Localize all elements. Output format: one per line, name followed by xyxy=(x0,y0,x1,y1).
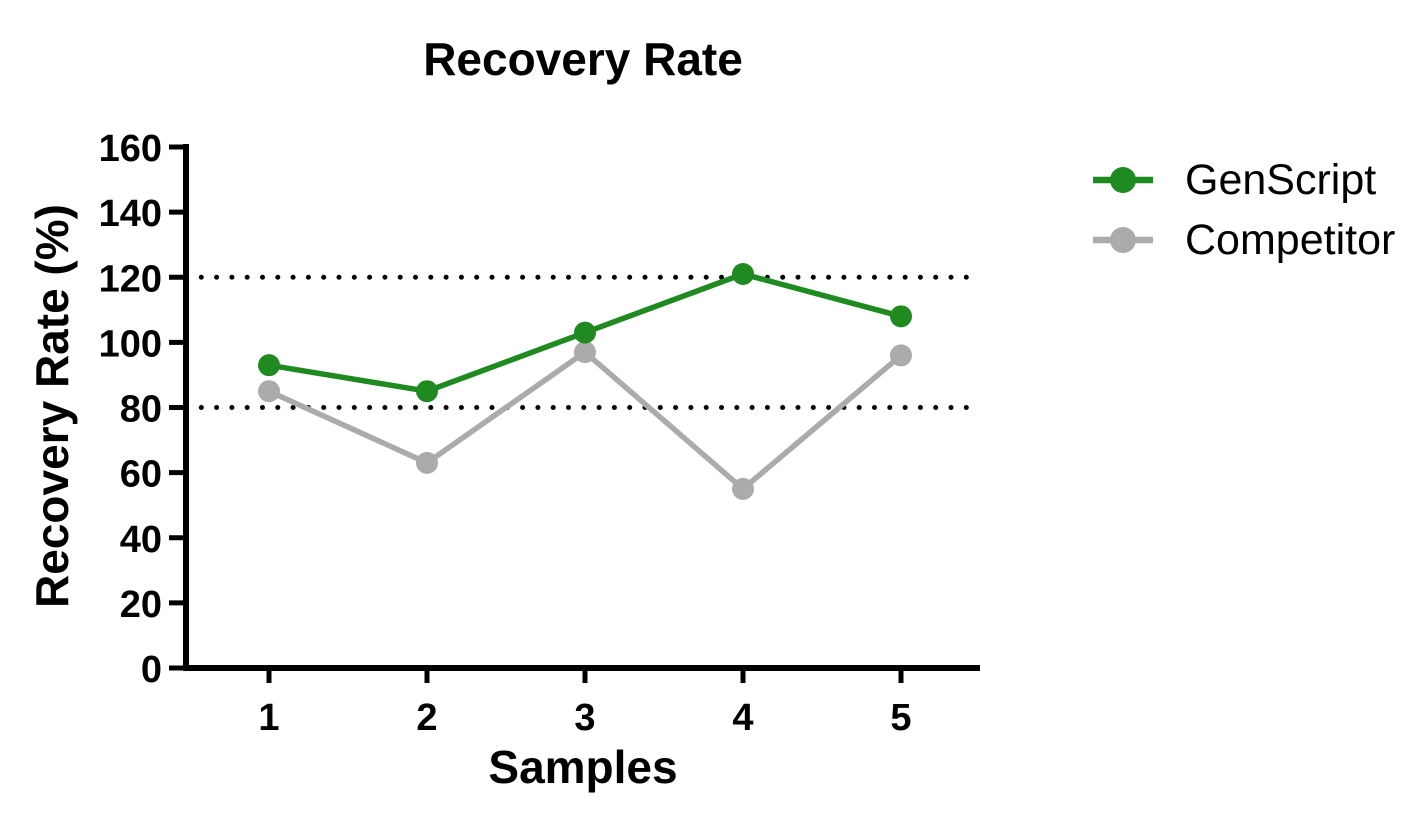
y-tick-label-120: 120 xyxy=(99,258,162,300)
y-tick-label-140: 140 xyxy=(99,193,162,235)
data-point-competitor-1 xyxy=(258,380,280,403)
legend-marker-icon xyxy=(1093,167,1153,193)
y-tick-label-20: 20 xyxy=(120,584,162,626)
y-tick-label-60: 60 xyxy=(120,454,162,496)
data-point-competitor-2 xyxy=(416,451,438,474)
data-point-competitor-4 xyxy=(732,477,754,500)
y-tick-label-160: 160 xyxy=(99,128,162,170)
y-tick-label-40: 40 xyxy=(120,519,162,561)
data-point-genscript-2 xyxy=(416,380,438,403)
legend: GenScript Competitor xyxy=(1092,150,1395,270)
data-point-competitor-5 xyxy=(890,344,912,367)
y-tick-label-0: 0 xyxy=(141,649,162,691)
x-tick-label-3: 3 xyxy=(574,697,595,739)
x-tick-label-2: 2 xyxy=(416,697,437,739)
y-tick-label-100: 100 xyxy=(99,323,162,365)
x-tick-label-4: 4 xyxy=(732,697,753,739)
data-point-genscript-3 xyxy=(574,321,596,344)
y-tick-label-80: 80 xyxy=(120,389,162,431)
data-point-genscript-5 xyxy=(890,305,912,328)
legend-label-competitor: Competitor xyxy=(1185,215,1396,264)
x-axis-title: Samples xyxy=(488,741,678,793)
chart-title: Recovery Rate xyxy=(423,33,743,85)
x-tick-label-5: 5 xyxy=(890,697,911,739)
data-point-genscript-1 xyxy=(258,354,280,377)
legend-item-genscript: GenScript xyxy=(1092,150,1395,210)
data-point-competitor-3 xyxy=(574,341,596,364)
legend-marker-icon xyxy=(1093,227,1153,253)
series-line-competitor xyxy=(267,349,903,492)
data-point-genscript-4 xyxy=(732,262,754,285)
legend-item-competitor: Competitor xyxy=(1092,210,1395,270)
x-tick-label-1: 1 xyxy=(258,697,279,739)
legend-label-genscript: GenScript xyxy=(1185,155,1377,204)
